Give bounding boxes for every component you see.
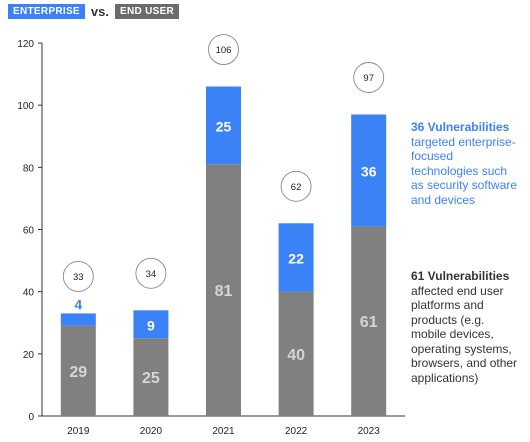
legend-header: ENTERPRISE vs. END USER [8, 0, 180, 22]
end-user-value-label: 61 [360, 314, 378, 331]
enterprise-annotation-text: targeted enterprise-focused technologies… [411, 134, 518, 207]
end-user-bar [206, 164, 241, 416]
enterprise-legend-label: ENTERPRISE [8, 3, 85, 19]
total-circle [280, 170, 312, 202]
y-tick-label: 0 [28, 412, 34, 423]
enterprise-bar [60, 313, 96, 326]
end-user-annotation-title: 61 Vulnerabilities [411, 269, 510, 283]
y-tick-label: 60 [23, 226, 35, 237]
end-user-bar [351, 226, 387, 416]
end-user-annotation: 61 Vulnerabilities affected end user pla… [411, 269, 523, 385]
total-label: 97 [363, 73, 374, 84]
total-circle [62, 260, 94, 292]
enterprise-bar [278, 223, 314, 292]
end-user-bar [133, 338, 169, 416]
total-circle [208, 34, 239, 65]
x-tick-label: 2023 [358, 426, 381, 437]
enterprise-bar [133, 310, 169, 339]
enterprise-value-label: 4 [74, 296, 82, 312]
enterprise-bar [351, 114, 387, 227]
enterprise-value-label: 36 [361, 163, 377, 179]
end-user-legend-label: END USER [114, 3, 180, 19]
enterprise-value-label: 25 [216, 118, 232, 134]
end-user-bar [278, 291, 314, 416]
total-circle [353, 62, 385, 93]
y-tick-label: 120 [17, 39, 34, 50]
x-tick-label: 2022 [285, 426, 308, 437]
total-circle [135, 257, 167, 289]
total-label: 34 [146, 269, 157, 280]
end-user-value-label: 81 [215, 283, 233, 300]
total-label: 106 [216, 45, 232, 56]
end-user-value-label: 40 [287, 347, 305, 364]
end-user-value-label: 29 [69, 364, 87, 381]
end-user-annotation-text: affected end user platforms and products… [411, 283, 518, 385]
x-tick-label: 2021 [212, 426, 235, 437]
enterprise-bar [206, 86, 241, 165]
end-user-bar [60, 325, 96, 416]
vs-label: vs. [90, 3, 109, 19]
end-user-value-label: 25 [142, 370, 160, 387]
y-tick-label: 20 [23, 350, 35, 361]
enterprise-annotation: 36 Vulnerabilities targeted enterprise-f… [411, 120, 523, 207]
x-tick-label: 2019 [67, 426, 90, 437]
y-tick-label: 80 [23, 163, 35, 174]
y-tick-label: 40 [23, 288, 35, 299]
enterprise-annotation-title: 36 Vulnerabilities [411, 120, 510, 134]
enterprise-value-label: 22 [288, 250, 304, 266]
total-label: 33 [73, 272, 84, 283]
y-tick-label: 100 [17, 101, 34, 112]
x-tick-label: 2020 [140, 426, 163, 437]
total-label: 62 [291, 182, 302, 193]
enterprise-value-label: 9 [147, 317, 155, 333]
